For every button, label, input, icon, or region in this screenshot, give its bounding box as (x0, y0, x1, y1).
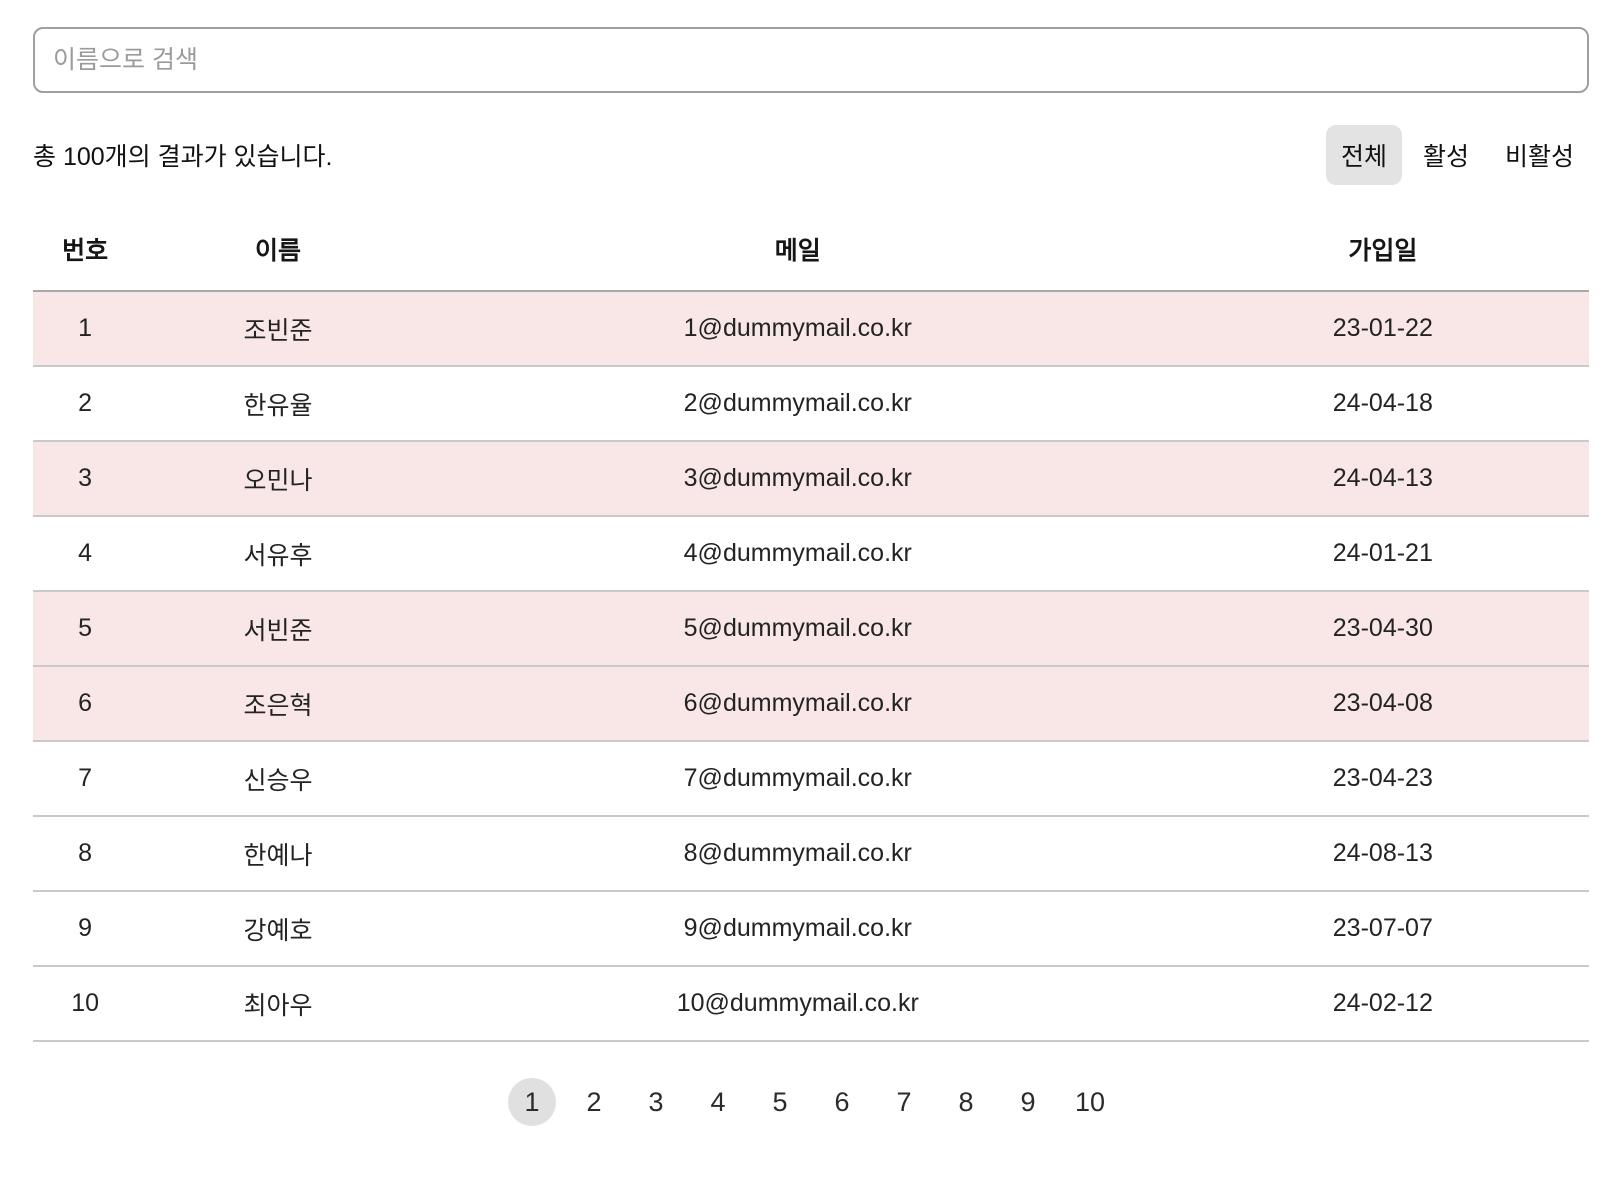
status-filter-group: 전체 활성 비활성 (1325, 125, 1589, 185)
cell-email: 7@dummymail.co.kr (683, 764, 912, 792)
table-row: 7 신승우 7@dummymail.co.kr 23-04-23 (33, 741, 1589, 816)
cell-name: 강예호 (243, 916, 313, 945)
cell-email: 6@dummymail.co.kr (683, 689, 912, 717)
meta-row: 총 100개의 결과가 있습니다. 전체 활성 비활성 (33, 125, 1589, 185)
user-table: 번호 이름 메일 가입일 1 조빈준 1@dummymail.co.kr 23-… (33, 207, 1589, 1042)
cell-name: 서유후 (243, 541, 313, 570)
cell-no: 4 (78, 539, 93, 567)
cell-name: 최아우 (243, 991, 313, 1020)
cell-email: 4@dummymail.co.kr (683, 539, 912, 567)
cell-joined: 24-04-13 (1332, 464, 1433, 492)
cell-email: 2@dummymail.co.kr (683, 389, 912, 417)
table-row: 10 최아우 10@dummymail.co.kr 24-02-12 (33, 966, 1589, 1041)
cell-no: 8 (78, 839, 93, 867)
cell-joined: 24-01-21 (1332, 539, 1433, 567)
cell-joined: 23-04-30 (1332, 614, 1433, 642)
cell-name: 한유율 (243, 391, 313, 420)
filter-button-active[interactable]: 활성 (1408, 125, 1484, 185)
page-button-2[interactable]: 2 (570, 1078, 618, 1126)
column-header-joined: 가입일 (1176, 207, 1589, 292)
search-input[interactable] (33, 27, 1589, 93)
cell-no: 6 (78, 689, 93, 717)
cell-name: 신승우 (243, 766, 313, 795)
table-row: 5 서빈준 5@dummymail.co.kr 23-04-30 (33, 591, 1589, 666)
cell-joined: 23-01-22 (1332, 314, 1433, 342)
cell-joined: 23-04-23 (1332, 764, 1433, 792)
table-row: 6 조은혁 6@dummymail.co.kr 23-04-08 (33, 666, 1589, 741)
cell-email: 1@dummymail.co.kr (683, 314, 912, 342)
cell-joined: 24-04-18 (1332, 389, 1433, 417)
pagination: 1 2 3 4 5 6 7 8 9 10 (33, 1078, 1589, 1126)
table-row: 2 한유율 2@dummymail.co.kr 24-04-18 (33, 366, 1589, 441)
table-header-row: 번호 이름 메일 가입일 (33, 207, 1589, 292)
cell-joined: 23-04-08 (1332, 689, 1433, 717)
cell-no: 3 (78, 464, 93, 492)
page-button-1[interactable]: 1 (508, 1078, 556, 1126)
cell-name: 서빈준 (243, 616, 313, 645)
page-button-3[interactable]: 3 (632, 1078, 680, 1126)
cell-joined: 24-08-13 (1332, 839, 1433, 867)
column-header-no: 번호 (33, 207, 138, 292)
cell-name: 조은혁 (243, 691, 313, 720)
column-header-email: 메일 (418, 207, 1177, 292)
cell-name: 오민나 (243, 466, 313, 495)
cell-no: 10 (71, 989, 100, 1017)
cell-email: 3@dummymail.co.kr (683, 464, 912, 492)
column-header-name: 이름 (137, 207, 419, 292)
filter-button-all[interactable]: 전체 (1325, 125, 1402, 185)
cell-no: 7 (78, 764, 93, 792)
cell-email: 9@dummymail.co.kr (683, 914, 912, 942)
cell-no: 9 (78, 914, 93, 942)
cell-no: 5 (78, 614, 93, 642)
table-row: 4 서유후 4@dummymail.co.kr 24-01-21 (33, 516, 1589, 591)
cell-name: 한예나 (243, 841, 313, 870)
cell-no: 2 (78, 389, 93, 417)
table-row: 1 조빈준 1@dummymail.co.kr 23-01-22 (33, 291, 1589, 366)
cell-email: 5@dummymail.co.kr (683, 614, 912, 642)
page-button-6[interactable]: 6 (818, 1078, 866, 1126)
table-row: 8 한예나 8@dummymail.co.kr 24-08-13 (33, 816, 1589, 891)
cell-no: 1 (78, 314, 93, 342)
page-button-10[interactable]: 10 (1066, 1078, 1114, 1126)
table-row: 3 오민나 3@dummymail.co.kr 24-04-13 (33, 441, 1589, 516)
user-list-page: 총 100개의 결과가 있습니다. 전체 활성 비활성 번호 이름 메일 가입일… (33, 27, 1589, 1126)
filter-button-inactive[interactable]: 비활성 (1490, 125, 1589, 185)
results-count: 총 100개의 결과가 있습니다. (33, 143, 333, 171)
page-button-4[interactable]: 4 (694, 1078, 742, 1126)
cell-joined: 23-07-07 (1332, 914, 1433, 942)
page-button-7[interactable]: 7 (880, 1078, 928, 1126)
cell-name: 조빈준 (243, 316, 313, 345)
page-button-5[interactable]: 5 (756, 1078, 804, 1126)
cell-joined: 24-02-12 (1332, 989, 1433, 1017)
page-button-8[interactable]: 8 (942, 1078, 990, 1126)
cell-email: 8@dummymail.co.kr (683, 839, 912, 867)
page-button-9[interactable]: 9 (1004, 1078, 1052, 1126)
table-row: 9 강예호 9@dummymail.co.kr 23-07-07 (33, 891, 1589, 966)
cell-email: 10@dummymail.co.kr (676, 989, 919, 1017)
